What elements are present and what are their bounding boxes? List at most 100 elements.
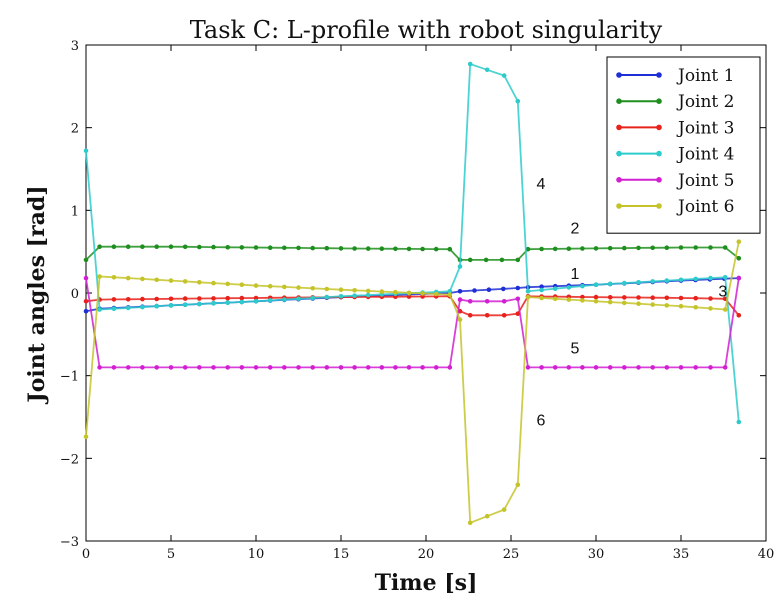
data-point	[622, 245, 627, 251]
data-point	[650, 365, 655, 370]
legend-item: Joint 4	[616, 145, 735, 165]
data-point	[525, 365, 531, 370]
data-point	[566, 297, 572, 302]
data-point	[182, 302, 188, 308]
legend-label: Joint 1	[676, 66, 735, 86]
data-point	[111, 306, 117, 312]
data-point	[484, 313, 490, 318]
data-point	[622, 300, 627, 306]
x-tick-label: 30	[588, 547, 605, 562]
data-point	[539, 284, 544, 290]
legend-label: Joint 3	[676, 118, 735, 138]
data-point	[365, 246, 371, 251]
data-point	[552, 246, 558, 252]
data-point	[211, 244, 216, 250]
data-point	[338, 246, 344, 251]
legend-marker	[656, 98, 662, 104]
data-point	[650, 245, 655, 251]
series-annotation: 2	[571, 220, 580, 237]
data-point	[352, 288, 357, 293]
data-point	[324, 294, 330, 300]
data-point	[636, 365, 641, 370]
data-point	[239, 282, 245, 288]
data-point	[593, 294, 599, 300]
data-point	[693, 295, 698, 301]
data-point	[566, 365, 572, 370]
data-point	[708, 365, 713, 370]
data-point	[722, 365, 728, 370]
data-point	[525, 246, 531, 252]
data-point	[111, 275, 117, 280]
data-point	[566, 246, 572, 251]
data-point	[406, 294, 412, 299]
data-point	[125, 297, 131, 302]
data-point	[552, 365, 558, 370]
data-point	[622, 365, 627, 370]
y-tick-label: −1	[60, 370, 79, 385]
data-point	[580, 298, 585, 303]
data-point	[693, 365, 698, 370]
data-point	[379, 246, 385, 251]
legend-marker	[656, 150, 662, 157]
data-point	[83, 308, 89, 314]
data-point	[580, 294, 585, 300]
data-point	[467, 61, 473, 67]
data-point	[483, 257, 489, 263]
data-point	[182, 365, 188, 370]
legend-marker	[616, 98, 622, 104]
data-point	[324, 245, 330, 251]
y-tick-label: −3	[60, 535, 79, 550]
data-point	[693, 305, 698, 310]
data-point	[140, 296, 145, 302]
data-point	[552, 296, 558, 302]
data-point	[636, 295, 641, 300]
legend-marker	[656, 203, 662, 209]
data-point	[433, 246, 439, 252]
legend-label: Joint 2	[676, 92, 735, 112]
data-point	[365, 292, 371, 298]
data-point	[650, 295, 655, 301]
data-point	[168, 365, 174, 370]
data-point	[97, 365, 102, 370]
data-point	[282, 297, 287, 302]
data-point	[182, 296, 188, 301]
data-point	[678, 245, 684, 250]
data-point	[515, 482, 521, 488]
data-point	[736, 239, 742, 244]
data-point	[580, 365, 585, 370]
data-point	[722, 307, 728, 312]
data-point	[225, 300, 230, 305]
data-point	[457, 297, 463, 302]
series-5	[83, 275, 742, 370]
data-point	[310, 245, 316, 251]
data-point	[708, 306, 713, 311]
data-point	[154, 365, 159, 370]
data-point	[552, 286, 558, 292]
data-point	[486, 287, 492, 293]
legend-label: Joint 4	[676, 145, 735, 165]
series-annotation: 5	[571, 340, 580, 357]
data-point	[708, 296, 713, 301]
legend-marker	[616, 124, 622, 131]
data-point	[239, 365, 245, 370]
data-point	[447, 365, 453, 370]
data-point	[420, 246, 425, 252]
data-point	[515, 285, 521, 291]
legend-marker	[616, 150, 622, 157]
y-tick-label: 0	[71, 287, 79, 302]
data-point	[467, 313, 473, 318]
data-point	[310, 295, 316, 301]
data-point	[607, 281, 613, 287]
data-point	[182, 244, 188, 250]
data-point	[282, 245, 287, 251]
data-point	[324, 286, 330, 292]
x-tick-label: 0	[82, 547, 90, 562]
data-point	[636, 280, 641, 285]
data-point	[539, 287, 544, 293]
data-point	[125, 244, 131, 249]
data-point	[267, 245, 273, 250]
data-point	[83, 299, 89, 304]
data-point	[678, 277, 684, 283]
data-point	[239, 245, 245, 250]
data-point	[338, 287, 344, 293]
